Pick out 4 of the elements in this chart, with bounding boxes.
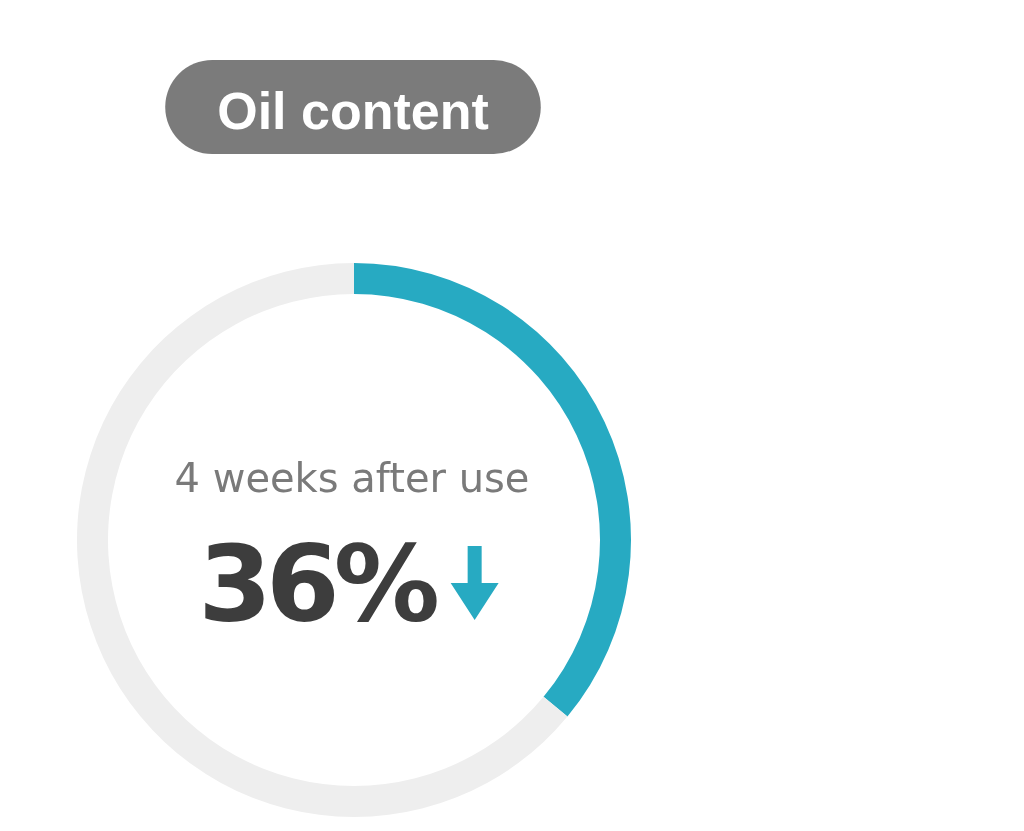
donut-slice [77, 263, 568, 817]
text: 4 weeks after use [174, 455, 530, 501]
chart-title: Oil content [217, 82, 489, 140]
text: 36% [198, 523, 437, 646]
